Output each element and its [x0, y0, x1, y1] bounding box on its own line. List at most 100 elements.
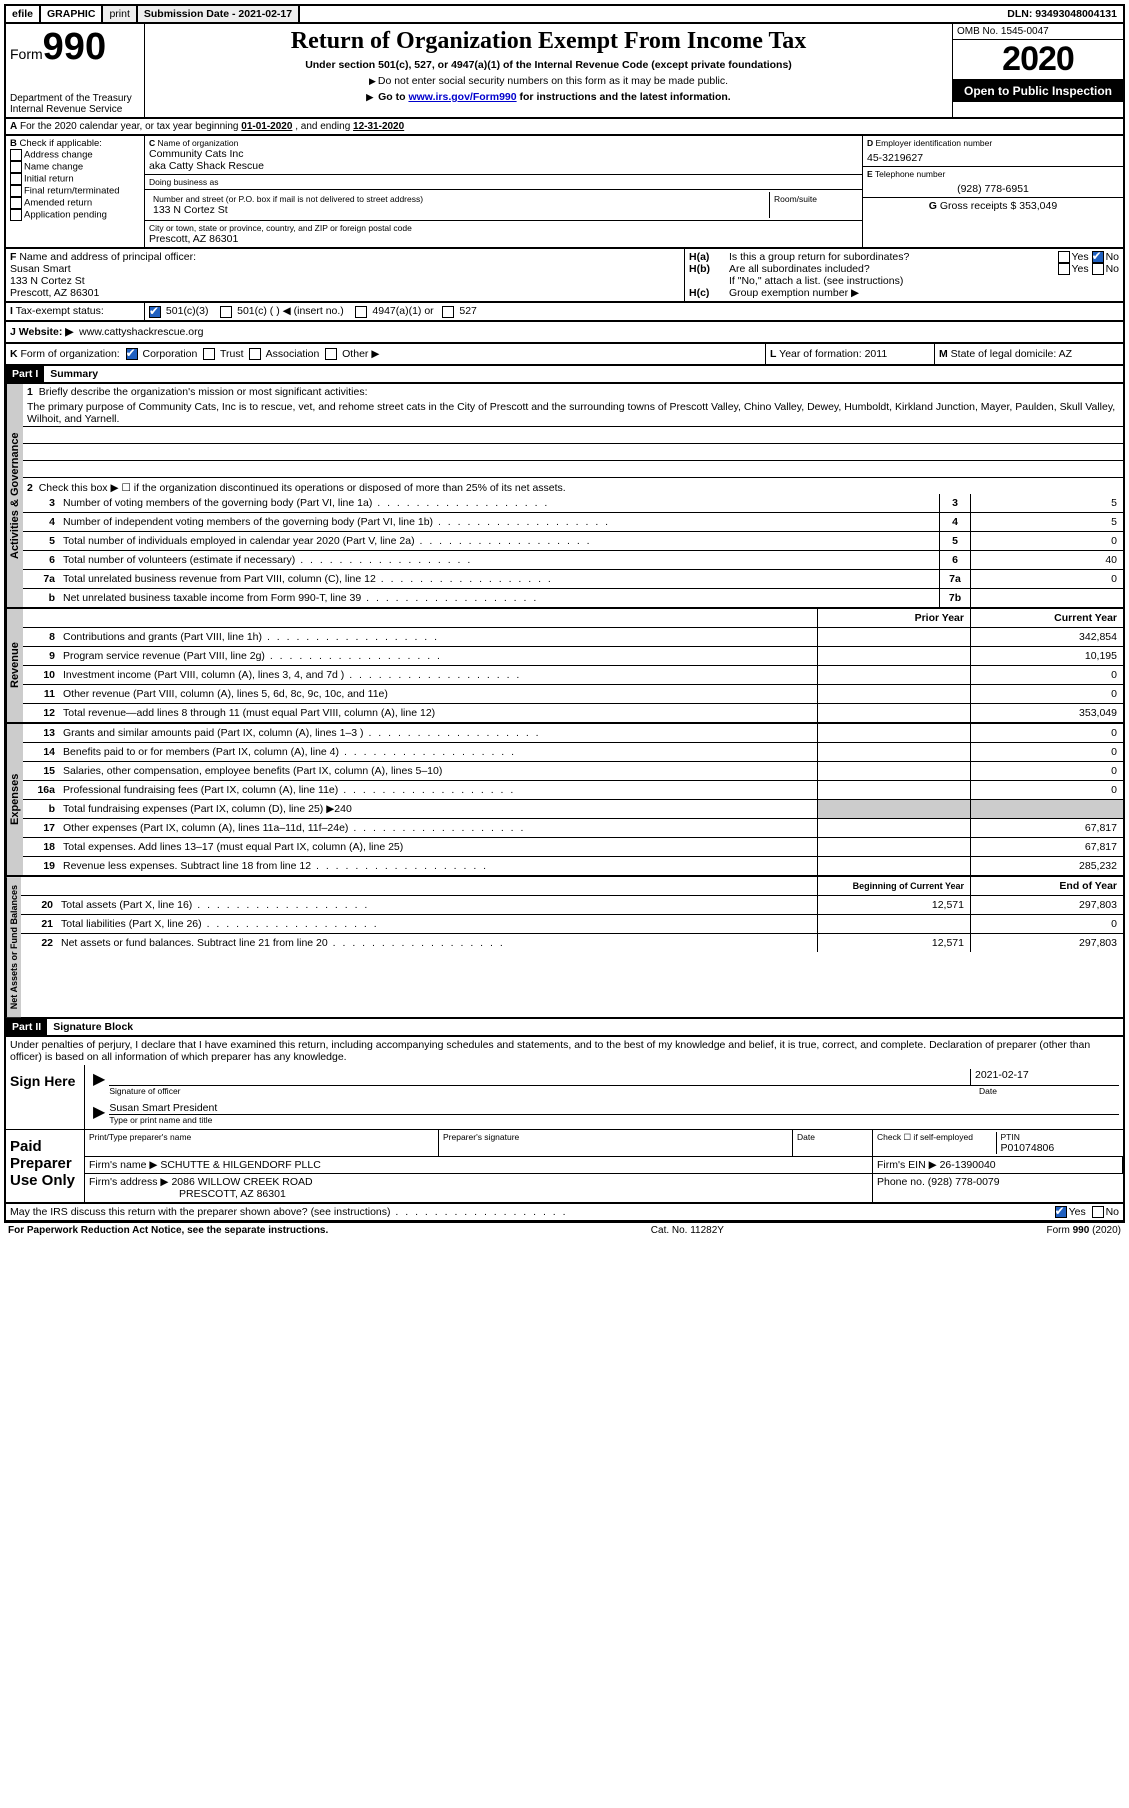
city-cell: City or town, state or province, country… [145, 221, 862, 247]
summary-ag: Activities & Governance 1 Briefly descri… [4, 384, 1125, 609]
part2-title: Signature Block [47, 1019, 139, 1035]
cb-discuss-yes[interactable] [1055, 1206, 1067, 1218]
cb-address-change[interactable] [10, 149, 22, 161]
subdate-value: 2021-02-17 [238, 8, 292, 20]
irs-link[interactable]: www.irs.gov/Form990 [408, 91, 516, 103]
gross-cell: G Gross receipts $ 353,049 [863, 198, 1123, 214]
l13: Grants and similar amounts paid (Part IX… [59, 726, 817, 740]
k-opt-2: Association [266, 348, 320, 360]
col-l: L Year of formation: 2011 [766, 344, 935, 364]
letter-g: G [929, 200, 937, 212]
l10: Investment income (Part VIII, column (A)… [59, 668, 817, 682]
cb-amended[interactable] [10, 197, 22, 209]
l20: Total assets (Part X, line 16) [57, 898, 817, 912]
col-b: B Check if applicable: Address change Na… [6, 136, 145, 247]
subtitle-1: Under section 501(c), 527, or 4947(a)(1)… [149, 59, 948, 71]
firm-phone: (928) 778-0079 [928, 1176, 1000, 1188]
col-h: H(a) Is this a group return for subordin… [685, 249, 1123, 301]
submission-date: Submission Date - 2021-02-17 [138, 6, 300, 22]
l9: Program service revenue (Part VIII, line… [59, 649, 817, 663]
c15: 0 [970, 762, 1123, 780]
irs-label: Internal Revenue Service [10, 104, 140, 115]
cb-527[interactable] [442, 306, 454, 318]
cb-other[interactable] [325, 348, 337, 360]
l16b: Total fundraising expenses (Part IX, col… [59, 802, 817, 816]
cb-ha-yes[interactable] [1058, 251, 1070, 263]
l6-text: Total number of volunteers (estimate if … [59, 553, 939, 567]
l4-text: Number of independent voting members of … [59, 515, 939, 529]
c16b [970, 800, 1123, 818]
paid-preparer-label: Paid Preparer Use Only [6, 1130, 85, 1202]
v5: 0 [970, 532, 1123, 550]
c8: 342,854 [970, 628, 1123, 646]
cb-4947[interactable] [355, 306, 367, 318]
cb-corp[interactable] [126, 348, 138, 360]
ha-no: No [1106, 251, 1119, 263]
d-label: Employer identification number [876, 138, 993, 148]
letter-e: E [867, 169, 873, 179]
cb-discuss-no[interactable] [1092, 1206, 1104, 1218]
summary-rev: Revenue Prior YearCurrent Year 8Contribu… [4, 609, 1125, 724]
paid-h2: Preparer's signature [439, 1130, 793, 1157]
b-opt-0: Address change [24, 150, 93, 161]
letter-m: M [939, 348, 948, 360]
section-a: A For the 2020 calendar year, or tax yea… [4, 119, 1125, 136]
open-to-public: Open to Public Inspection [953, 80, 1123, 102]
p14 [817, 743, 970, 761]
letter-hc: H(c) [689, 287, 709, 299]
l7a-text: Total unrelated business revenue from Pa… [59, 572, 939, 586]
l-val: 2011 [865, 348, 888, 360]
summary-na: Net Assets or Fund Balances Beginning of… [4, 877, 1125, 1019]
dept-treasury: Department of the Treasury [10, 93, 140, 104]
part1-title: Summary [44, 366, 104, 382]
letter-ha: H(a) [689, 251, 709, 263]
header-left: Form990 Department of the Treasury Inter… [6, 24, 145, 117]
arrow-icon-2 [89, 1102, 109, 1125]
cb-name-change[interactable] [10, 161, 22, 173]
mission-blank-1 [23, 427, 1123, 444]
part2-hdr: Part II [6, 1019, 47, 1035]
top-bar: efile GRAPHIC print Submission Date - 20… [4, 4, 1125, 24]
addr-cell: Number and street (or P.O. box if mail i… [145, 190, 862, 221]
e22: 297,803 [970, 934, 1123, 952]
form-word: Form [10, 46, 43, 62]
cb-hb-yes[interactable] [1058, 263, 1070, 275]
ein-cell: D Employer identification number 45-3219… [863, 136, 1123, 167]
part1-hdr: Part I [6, 366, 44, 382]
letter-l: L [770, 348, 776, 360]
cb-assoc[interactable] [249, 348, 261, 360]
header-mid: Return of Organization Exempt From Incom… [145, 24, 952, 117]
print-button[interactable]: print [103, 6, 137, 22]
cb-initial-return[interactable] [10, 173, 22, 185]
e20: 297,803 [970, 896, 1123, 914]
summary-exp: Expenses 13Grants and similar amounts pa… [4, 724, 1125, 877]
p15 [817, 762, 970, 780]
hdr-begin: Beginning of Current Year [817, 877, 970, 895]
v4: 5 [970, 513, 1123, 531]
cb-ha-no[interactable] [1092, 251, 1104, 263]
i-label: Tax-exempt status: [16, 305, 104, 317]
l16a: Professional fundraising fees (Part IX, … [59, 783, 817, 797]
section-klm: K Form of organization: Corporation Trus… [4, 344, 1125, 366]
ein-value: 45-3219627 [867, 152, 1119, 164]
cb-final-return[interactable] [10, 185, 22, 197]
cb-trust[interactable] [203, 348, 215, 360]
l19: Revenue less expenses. Subtract line 18 … [59, 859, 817, 873]
hc-text: Group exemption number ▶ [729, 287, 859, 299]
footer-right: Form 990 (2020) [1047, 1225, 1121, 1236]
k-label: Form of organization: [21, 348, 120, 360]
org-aka: aka Catty Shack Rescue [149, 160, 858, 172]
a-begin: 01-01-2020 [241, 121, 292, 132]
cb-501c3[interactable] [149, 306, 161, 318]
goto-suffix: for instructions and the latest informat… [517, 91, 731, 103]
ein-label: Firm's EIN ▶ [877, 1159, 940, 1171]
cb-501c[interactable] [220, 306, 232, 318]
dba-cell: Doing business as [145, 175, 862, 190]
p17 [817, 819, 970, 837]
cb-app-pending[interactable] [10, 209, 22, 221]
p8 [817, 628, 970, 646]
cb-hb-no[interactable] [1092, 263, 1104, 275]
c10: 0 [970, 666, 1123, 684]
col-m: M State of legal domicile: AZ [935, 344, 1123, 364]
col-f: F Name and address of principal officer:… [6, 249, 685, 301]
